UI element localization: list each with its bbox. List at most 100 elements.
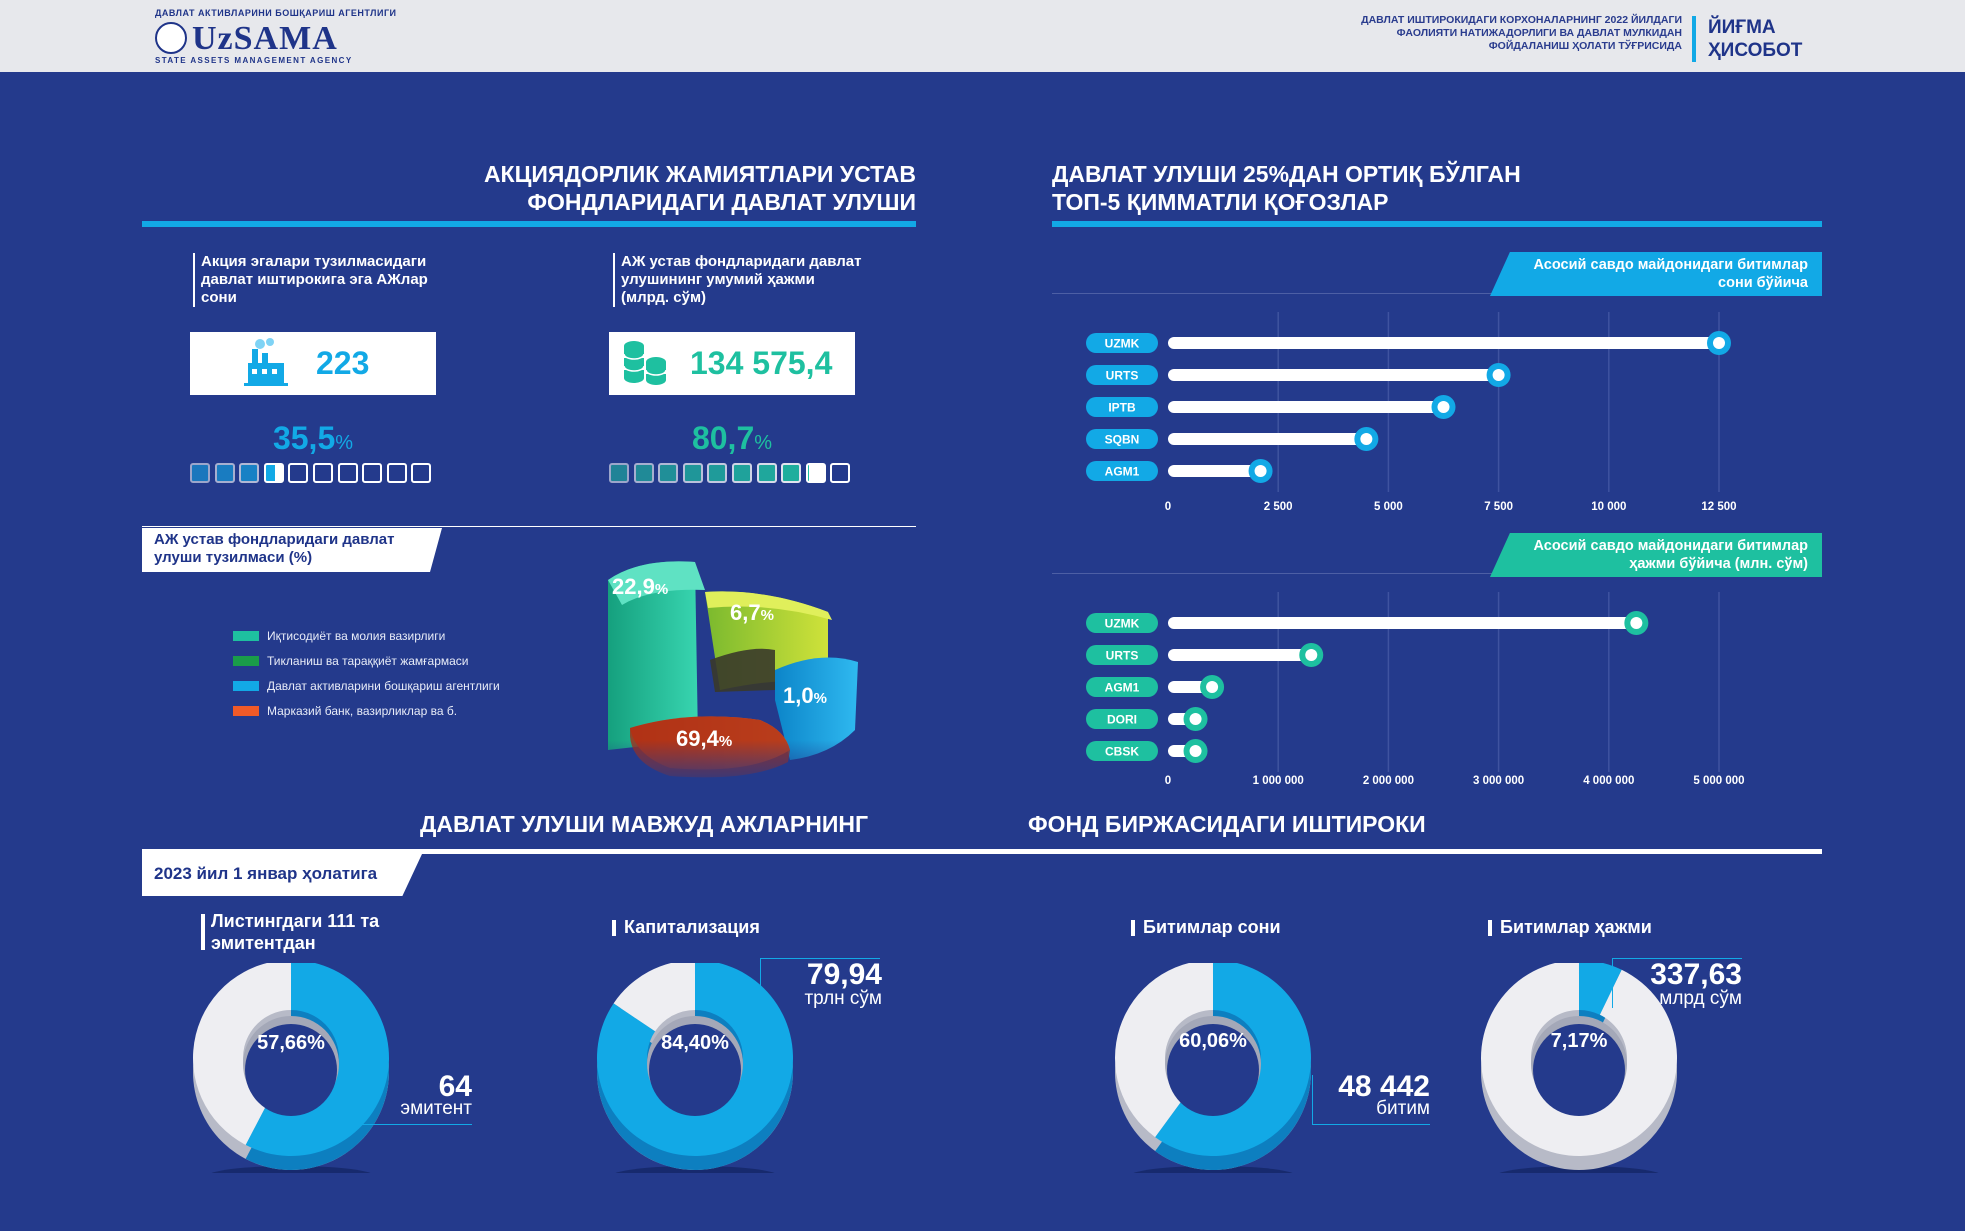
legend-label: Давлат активларини бошқариш агентлиги (267, 679, 500, 693)
kpi1-percent: 35,5% (190, 420, 436, 457)
tick-label: 5 000 000 (1693, 775, 1744, 787)
tick-label: 1 000 000 (1253, 775, 1304, 787)
bar-end-dot (1437, 401, 1450, 413)
kpi2-progress-dots (609, 463, 855, 485)
date-tab-label: 2023 йил 1 январ ҳолатига (154, 864, 378, 883)
kpi1-box (190, 332, 436, 395)
kpi2-value: 134 575,4 (690, 345, 833, 381)
category-pill (1086, 397, 1158, 417)
left-section-title: АКЦИЯДОРЛИК ЖАМИЯТЛАРИ УСТАВ ФОНДЛАРИДАГ… (142, 160, 916, 216)
category-label: IPTB (1108, 401, 1136, 415)
d1-number: 64 (438, 1070, 472, 1103)
pie-label-other-value: 69,4 (676, 726, 719, 751)
d1-label: Листингдаги 111 та эмитентдан (211, 911, 380, 953)
legend-label: Иқтисодиёт ва молия вазирлиги (267, 629, 446, 643)
d2-label: Капитализация (624, 917, 760, 937)
category-pill (1086, 709, 1158, 729)
legend-item: Тикланиш ва тараққиёт жамғармаси (233, 652, 469, 670)
donut-hole (649, 1024, 741, 1116)
kpi2-percent-sign: % (754, 432, 773, 454)
donut-hole (1167, 1024, 1259, 1116)
category-pill (1086, 365, 1158, 385)
legend-swatch (233, 705, 259, 716)
donut-hole (245, 1024, 337, 1116)
chart2-divider (1052, 573, 1822, 574)
d3-unit: битим (1376, 1098, 1430, 1119)
structure-divider (142, 526, 916, 527)
left-title-underline (142, 221, 916, 227)
category-pill (1086, 613, 1158, 633)
d2-number: 79,94 (806, 958, 882, 991)
donut-deal-volume (1481, 963, 1677, 1173)
structure-title-tab (142, 528, 442, 572)
top-header-bar (0, 0, 1965, 72)
category-label: URTS (1106, 649, 1139, 663)
bar-end-dot (1630, 617, 1643, 629)
pie-slice-agency (775, 657, 858, 760)
category-label: URTS (1106, 369, 1139, 383)
pie-label-fund-value: 6,7 (730, 600, 761, 625)
bar-end-dot (1305, 649, 1318, 661)
donut-slice-highlight (597, 963, 793, 1156)
report-title: ЙИҒМА ҲИСОБОТ (1708, 16, 1802, 62)
category-label: DORI (1107, 713, 1137, 727)
bar-chart-deal-count: 0 2 500 5 000 7 500 10 000 12 500 UZMK URTS IPTB… (1086, 312, 1737, 513)
progress-dot (781, 463, 802, 483)
legend-label: Тикланиш ва тараққиёт жамғармаси (267, 654, 469, 668)
coins-icon (623, 341, 667, 385)
right-title-line2: ТОП-5 ҚИММАТЛИ ҚОҒОЗЛАР (1052, 189, 1389, 215)
bottom-title-left: ДАВЛАТ УЛУШИ МАВЖУД АЖЛАРНИНГ (420, 811, 869, 837)
date-tab (142, 854, 422, 896)
bar (1168, 369, 1499, 381)
chart2-title-tab: Асосий савдо майдонидаги битимлар ҳажми … (1490, 533, 1822, 577)
d1-label-bar (201, 914, 205, 950)
bar (1168, 617, 1637, 629)
report-title-line2: ҲИСОБОТ (1708, 40, 1803, 61)
tick-label: 2 500 (1264, 501, 1293, 513)
category-pill (1086, 645, 1158, 665)
category-label: AGM1 (1105, 681, 1140, 695)
left-title-line1: АКЦИЯДОРЛИК ЖАМИЯТЛАРИ УСТАВ (483, 161, 916, 187)
right-section-title: ДАВЛАТ УЛУШИ 25%ДАН ОРТИҚ БЎЛГАН ТОП-5 Қ… (1052, 160, 1752, 216)
legend-label: Марказий банк, вазирликлар ва б. (267, 704, 458, 718)
report-description: ДАВЛАТ ИШТИРОКИДАГИ КОРХОНАЛАРНИНГ 2022 … (1361, 14, 1682, 52)
logo-emblem-icon (155, 22, 187, 54)
bar-end-dot (1206, 681, 1219, 693)
legend-swatch (233, 655, 259, 666)
legend-item: Иқтисодиёт ва молия вазирлиги (233, 627, 445, 645)
d1-callout-line (362, 1075, 472, 1125)
kpi1-value: 223 (316, 345, 370, 381)
d1-percent: 57,66% (257, 1032, 325, 1054)
category-pill (1086, 461, 1158, 481)
tick-label: 12 500 (1701, 501, 1736, 513)
progress-dot (313, 463, 333, 483)
tick-label: 4 000 000 (1583, 775, 1634, 787)
donut-slice-rest (1115, 963, 1213, 1138)
category-pill (1086, 429, 1158, 449)
d2-percent: 84,40% (661, 1032, 729, 1054)
kpi2-percent: 80,7% (609, 420, 855, 457)
progress-dot (682, 463, 703, 483)
progress-dot (756, 463, 777, 483)
report-title-line1: ЙИҒМА (1708, 17, 1776, 38)
agency-name-bottom: STATE ASSETS MANAGEMENT AGENCY (155, 56, 353, 65)
d2-callout-line (760, 958, 880, 1008)
progress-dot (288, 463, 309, 483)
bar (1168, 337, 1719, 349)
category-pill (1086, 677, 1158, 697)
agency-name-top: ДАВЛАТ АКТИВЛАРИНИ БОШҚАРИШ АГЕНТЛИГИ (155, 8, 397, 18)
progress-dot (214, 463, 235, 483)
kpi1-progress-dots (190, 463, 436, 485)
d3-callout-line (1312, 1075, 1430, 1125)
d4-percent: 7,17% (1550, 1030, 1608, 1052)
progress-dot (263, 463, 284, 483)
pie-label-mof-value: 22,9 (612, 574, 655, 599)
category-label: SQBN (1105, 433, 1140, 447)
d3-number: 48 442 (1338, 1070, 1430, 1103)
bar-end-dot (1492, 369, 1505, 381)
progress-dot (732, 463, 752, 483)
progress-dot (707, 463, 728, 483)
chart1-divider (1052, 293, 1822, 294)
donut-listing (193, 963, 389, 1173)
progress-dot (239, 463, 260, 483)
